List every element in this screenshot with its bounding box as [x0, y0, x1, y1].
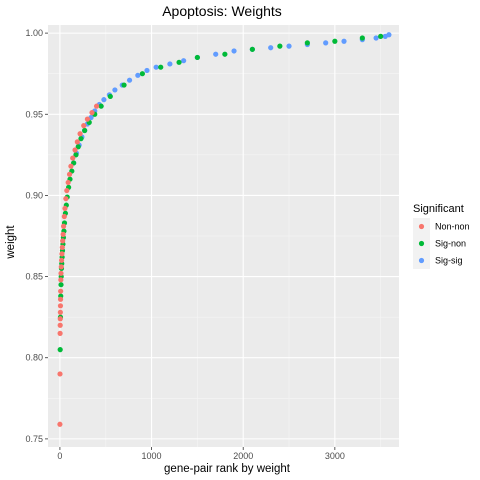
data-point-sig-non — [98, 103, 104, 109]
y-tick-label: 0.85 — [25, 272, 43, 282]
data-point-sig-sig — [341, 38, 347, 44]
data-point-non-non — [58, 277, 64, 283]
legend-marker-sig-non — [418, 240, 425, 247]
data-point-non-non — [59, 251, 65, 257]
data-point-sig-non — [378, 33, 384, 39]
data-point-non-non — [59, 244, 65, 250]
data-point-non-non — [57, 322, 63, 328]
data-point-sig-sig — [373, 35, 379, 41]
data-point-non-non — [66, 171, 73, 177]
data-point-sig-non — [107, 93, 113, 100]
y-tick-label: 0.90 — [25, 190, 43, 200]
data-point-non-non — [57, 371, 63, 377]
legend-label-non-non: Non-non — [435, 222, 470, 232]
data-point-non-non — [70, 155, 76, 161]
legend-marker-sig-sig — [418, 257, 425, 264]
data-point-non-non — [68, 163, 74, 169]
data-point-non-non — [60, 231, 66, 237]
data-point-non-non — [65, 179, 71, 186]
x-tick-label: 0 — [57, 451, 62, 461]
data-point-sig-sig — [101, 97, 107, 103]
data-point-non-non — [64, 187, 70, 194]
data-point-non-non — [62, 205, 68, 212]
data-point-sig-non — [176, 59, 182, 65]
data-point-sig-non — [58, 282, 64, 288]
y-axis-title: weight — [5, 225, 17, 260]
legend: Significant Non-non Sig-non Sig-sig — [413, 203, 470, 269]
data-point-non-non — [72, 147, 78, 153]
x-tick-label: 2000 — [233, 451, 253, 461]
y-axis-ticks: 0.75 0.80 0.85 0.90 0.95 1.00 — [25, 28, 48, 444]
x-axis-ticks: 0 1000 2000 3000 — [57, 447, 345, 461]
data-point-non-non — [93, 103, 100, 109]
data-point-sig-non — [78, 136, 84, 142]
data-point-sig-sig — [153, 64, 159, 70]
legend-items: Non-non Sig-non Sig-sig — [413, 218, 470, 269]
data-point-non-non — [57, 421, 63, 427]
data-point-sig-non — [359, 35, 365, 41]
data-point-sig-non — [121, 82, 127, 88]
data-point-non-non — [57, 316, 63, 322]
data-point-non-non — [58, 257, 65, 263]
data-point-non-non — [58, 288, 64, 294]
data-point-sig-non — [304, 40, 310, 46]
data-point-sig-non — [277, 43, 283, 49]
legend-marker-non-non — [418, 223, 425, 230]
data-point-non-non — [60, 238, 66, 244]
data-point-non-non — [61, 213, 67, 220]
data-point-non-non — [57, 296, 64, 302]
data-point-non-non — [77, 131, 83, 137]
data-point-non-non — [57, 303, 64, 309]
x-axis-title: gene-pair rank by weight — [164, 463, 291, 475]
data-point-sig-sig — [167, 61, 173, 67]
y-tick-label: 0.95 — [25, 109, 43, 119]
y-tick-label: 0.80 — [25, 353, 43, 363]
data-point-sig-non — [222, 51, 228, 57]
legend-label-sig-non: Sig-non — [435, 239, 466, 249]
data-point-non-non — [60, 223, 67, 229]
data-point-sig-non — [82, 127, 88, 134]
data-point-non-non — [63, 196, 69, 202]
data-point-sig-sig — [213, 51, 219, 57]
data-point-sig-sig — [112, 87, 118, 93]
data-point-sig-non — [194, 54, 200, 61]
major-gridlines — [48, 25, 399, 447]
x-tick-label: 1000 — [142, 451, 162, 461]
data-points — [57, 32, 392, 427]
data-point-sig-sig — [268, 45, 274, 51]
data-point-sig-sig — [286, 43, 292, 49]
data-point-non-non — [81, 123, 87, 129]
data-point-sig-sig — [386, 32, 392, 38]
data-point-sig-non — [332, 38, 338, 44]
data-point-sig-non — [73, 152, 79, 158]
data-point-non-non — [58, 264, 64, 270]
data-point-non-non — [57, 309, 63, 315]
chart-title: Apoptosis: Weights — [162, 3, 282, 19]
data-point-non-non — [57, 330, 63, 336]
data-point-non-non — [58, 270, 64, 276]
data-point-sig-non — [249, 46, 255, 52]
data-point-sig-sig — [323, 40, 329, 46]
data-point-sig-sig — [135, 72, 141, 78]
x-tick-label: 3000 — [325, 451, 345, 461]
data-point-sig-sig — [144, 67, 150, 74]
data-point-sig-non — [75, 144, 81, 150]
data-point-non-non — [84, 116, 91, 122]
data-point-non-non — [89, 110, 95, 116]
data-point-sig-sig — [231, 48, 237, 54]
data-point-sig-sig — [126, 77, 133, 83]
y-tick-label: 1.00 — [25, 28, 43, 38]
legend-title: Significant — [413, 203, 464, 215]
data-point-sig-non — [139, 71, 145, 77]
data-point-sig-sig — [181, 58, 187, 64]
y-tick-label: 0.75 — [25, 434, 43, 444]
data-point-non-non — [74, 139, 80, 145]
data-point-sig-non — [158, 64, 164, 70]
legend-label-sig-sig: Sig-sig — [435, 256, 463, 266]
minor-gridlines — [48, 25, 399, 447]
data-point-sig-non — [57, 347, 63, 353]
